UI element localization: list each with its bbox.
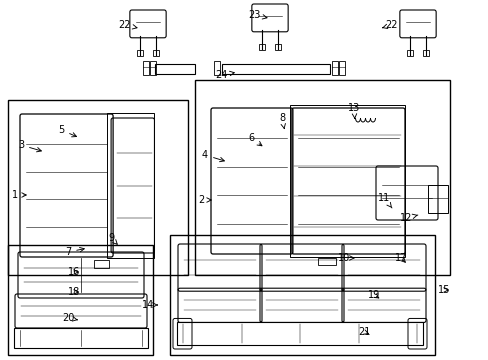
Text: 18: 18	[68, 287, 80, 297]
Text: 20: 20	[62, 313, 77, 323]
Bar	[8, 245, 153, 355]
Bar	[107, 113, 154, 258]
Bar	[427, 185, 447, 213]
Text: 24: 24	[215, 70, 234, 80]
Bar	[222, 64, 329, 74]
Text: 11: 11	[377, 193, 391, 208]
Text: 5: 5	[58, 125, 76, 137]
Text: 22: 22	[382, 20, 397, 30]
Text: 2: 2	[198, 195, 211, 205]
Text: 12: 12	[399, 213, 417, 223]
Text: 8: 8	[278, 113, 285, 129]
Text: 4: 4	[202, 150, 224, 162]
Text: 13: 13	[347, 103, 360, 119]
Bar	[338, 61, 345, 75]
Bar	[275, 44, 281, 49]
Bar	[94, 260, 109, 268]
Bar	[155, 64, 195, 74]
Bar	[289, 105, 404, 257]
Bar	[153, 49, 159, 55]
Text: 3: 3	[18, 140, 41, 152]
Text: 16: 16	[68, 267, 80, 277]
Bar	[14, 328, 148, 348]
Bar	[406, 49, 412, 55]
Bar	[142, 61, 149, 75]
Bar	[137, 49, 142, 55]
Text: 9: 9	[108, 233, 117, 244]
Bar	[317, 258, 335, 265]
Text: 17: 17	[394, 253, 407, 263]
Text: 1: 1	[12, 190, 26, 200]
Bar	[331, 61, 337, 75]
Text: 6: 6	[247, 133, 262, 146]
Text: 10: 10	[337, 253, 353, 263]
Bar	[422, 49, 428, 55]
Text: 7: 7	[65, 247, 84, 257]
Text: 22: 22	[118, 20, 137, 30]
Bar	[258, 44, 264, 49]
Text: 15: 15	[437, 285, 449, 295]
Bar	[8, 100, 187, 275]
Bar	[150, 61, 156, 75]
Text: 14: 14	[142, 300, 157, 310]
Bar	[214, 61, 220, 75]
Text: 23: 23	[247, 10, 266, 20]
Bar	[177, 323, 422, 345]
Bar	[170, 235, 434, 355]
Bar	[195, 80, 449, 275]
Text: 19: 19	[367, 290, 380, 300]
Text: 21: 21	[357, 327, 369, 337]
